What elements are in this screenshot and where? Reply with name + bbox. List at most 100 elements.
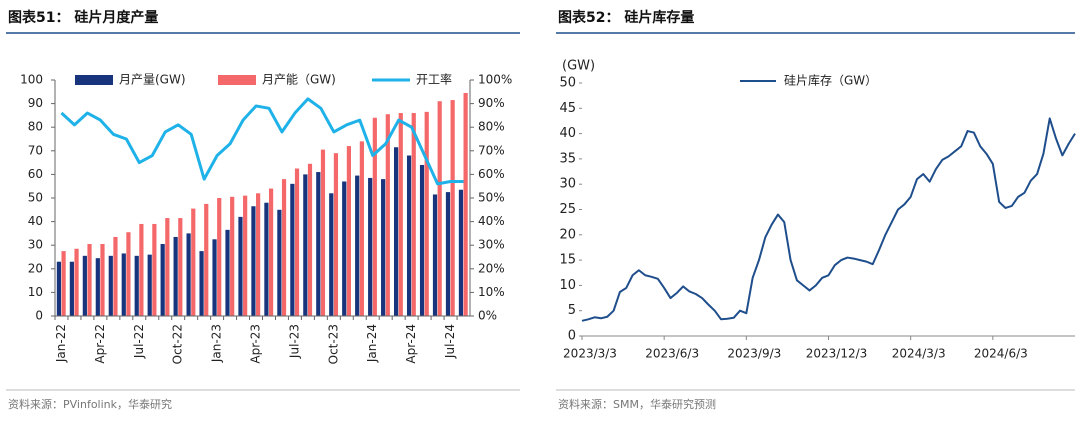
bar [256,193,261,316]
bar [290,183,295,316]
y-tick-label: 0 [568,329,576,344]
x-tick-label: 2024/6/3 [974,347,1028,361]
source-note: 资料来源：PVinfolink，华泰研究 [8,397,172,411]
y-tick-label: 10 [559,278,576,293]
y-tick-label: 0 [35,309,43,323]
bar [437,101,442,317]
x-tick-label: Apr-24 [404,324,418,364]
y-tick-label: 25 [559,202,576,217]
x-tick-label: Jul-24 [443,324,457,359]
x-tick-label: Oct-23 [326,324,340,364]
chart-title: 图表52： 硅片库存量 [558,9,694,26]
x-tick-label: 2024/3/3 [892,347,946,361]
y2-tick-label: 90% [478,96,505,110]
y-tick-label: 90 [28,96,43,110]
bar [251,206,256,316]
bar [69,261,74,316]
y-tick-label: 100 [20,73,43,87]
y2-tick-label: 20% [478,261,505,275]
y2-tick-label: 40% [478,214,505,228]
bar [61,251,66,316]
bar [199,251,204,316]
y2-tick-label: 0% [478,309,497,323]
bar [406,155,412,316]
bar [424,111,429,316]
bar [225,229,230,316]
x-tick-label: Apr-23 [249,324,263,364]
x-tick-label: 2023/6/3 [645,347,699,361]
bar [238,216,243,316]
bar [212,239,217,316]
bar [173,236,178,316]
legend-label: 月产量(GW) [119,73,186,87]
y-tick-label: 35 [559,151,576,166]
y-tick-label: 20 [559,227,576,242]
x-tick-label: Jul-22 [132,324,146,359]
y-tick-label: 45 [559,101,576,116]
y2-tick-label: 50% [478,191,505,205]
x-tick-label: 2023/12/3 [806,347,868,361]
bar [385,114,390,316]
bar [411,113,416,316]
x-tick-label: 2023/9/3 [727,347,781,361]
bar [264,202,269,316]
y-tick-label: 10 [28,285,43,299]
y2-tick-label: 70% [478,143,505,157]
legend-swatch [218,75,256,85]
y-tick-label: 50 [28,191,43,205]
legend-label: 月产能（GW) [262,73,336,87]
bar [113,236,118,316]
y-tick-label: 60 [28,167,43,181]
bar [394,147,399,316]
y2-tick-label: 30% [478,238,505,252]
bar [432,194,438,316]
bar [458,189,464,316]
bar [56,261,62,316]
bar [87,244,92,316]
y2-tick-label: 10% [478,285,505,299]
y-tick-label: 40 [559,126,576,141]
bar [217,198,222,316]
bar [186,233,191,316]
rate-line [60,97,464,186]
x-tick-label: Apr-22 [93,324,107,364]
bar [74,248,79,316]
bar [230,196,235,316]
bar [445,192,451,316]
bar [333,153,339,316]
bar [316,172,321,316]
stock-line [581,117,1076,322]
bar [152,223,157,316]
y-axis-label: (GW) [562,59,595,74]
y-tick-label: 30 [28,238,43,252]
bar [191,208,196,316]
bar [243,195,248,316]
bar [346,146,351,316]
bar [277,209,282,316]
bar [368,177,373,316]
bar [320,149,326,316]
bar [329,193,334,316]
bar [381,179,386,316]
bar [398,113,403,316]
source-note: 资料来源：SMM，华泰研究预测 [558,397,716,411]
bar [294,168,300,316]
bar [165,218,170,316]
bar [450,100,455,316]
bar [463,92,468,316]
bar [147,254,152,316]
bar [82,255,87,316]
x-tick-label: Jan-23 [210,324,224,363]
bar [303,174,308,316]
bar [204,203,209,316]
x-tick-label: Jul-23 [287,324,301,359]
bar [178,218,183,316]
bar [126,232,131,316]
bar [95,258,100,316]
bar [268,188,274,316]
y-tick-label: 5 [568,303,576,318]
y2-tick-label: 80% [478,120,505,134]
bar [359,141,364,316]
bar [372,117,377,316]
y-tick-label: 40 [28,214,43,228]
